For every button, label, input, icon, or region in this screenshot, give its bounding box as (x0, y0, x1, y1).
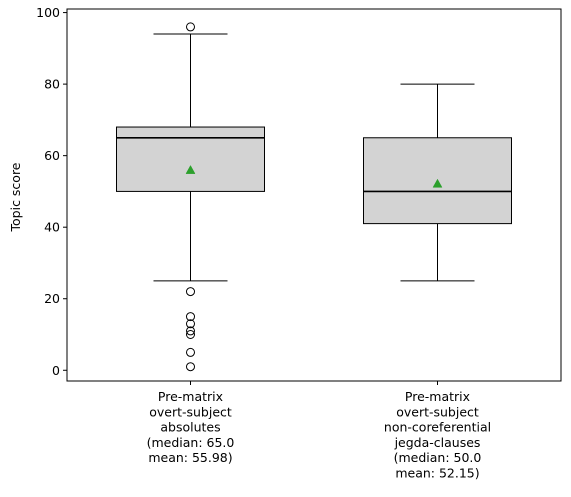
x-tick-label-line: non-coreferential (384, 420, 491, 435)
outlier-point (186, 347, 195, 357)
outlier-point (186, 319, 195, 329)
x-tick-label-line: overt-subject (149, 404, 232, 419)
outlier-point (186, 287, 195, 297)
mean-marker (432, 178, 443, 188)
x-tick-label-2: Pre-matrix overt-subject non-coreferential… (384, 389, 491, 481)
x-tick-label-line: overt-subject (396, 404, 479, 419)
outlier-point (186, 312, 195, 322)
iqr-box (116, 126, 265, 192)
box-2 (363, 83, 512, 282)
y-tick-label: 40 (44, 220, 60, 235)
x-tick-label-line: mean: 52.15) (395, 466, 479, 481)
outlier-point (186, 326, 195, 336)
y-tick-label: 20 (44, 291, 60, 306)
y-tick-label: 60 (44, 148, 60, 163)
x-tick-label-line: Pre-matrix (158, 389, 223, 404)
outlier-point (186, 362, 195, 372)
outlier-point (186, 22, 195, 32)
boxes-group (116, 22, 512, 372)
x-tick-label-line: mean: 55.98) (148, 450, 232, 465)
x-tick-label-line: absolutes (160, 420, 220, 435)
y-tick-label: 80 (44, 77, 60, 92)
mean-marker (185, 165, 196, 174)
x-tick-label-line: (median: 65.0 (147, 435, 235, 450)
y-tick-label: 100 (36, 5, 60, 20)
x-tick-label-line: (median: 50.0 (394, 450, 482, 465)
x-tick-label-line: jegda-clauses (394, 435, 481, 450)
box-1 (116, 22, 265, 372)
x-tick-label-line: Pre-matrix (405, 389, 470, 404)
y-tick-label: 0 (52, 363, 60, 378)
x-tick-label-1: Pre-matrix overt-subject absolutes (median:… (147, 389, 235, 465)
x-axis-labels: Pre-matrix overt-subject absolutes (median:… (147, 381, 491, 481)
outlier-point (186, 330, 195, 339)
y-axis-label: Topic score (8, 162, 23, 232)
y-axis: 0 20 40 60 80 100 (36, 5, 67, 378)
plot-area-frame (66, 8, 562, 382)
